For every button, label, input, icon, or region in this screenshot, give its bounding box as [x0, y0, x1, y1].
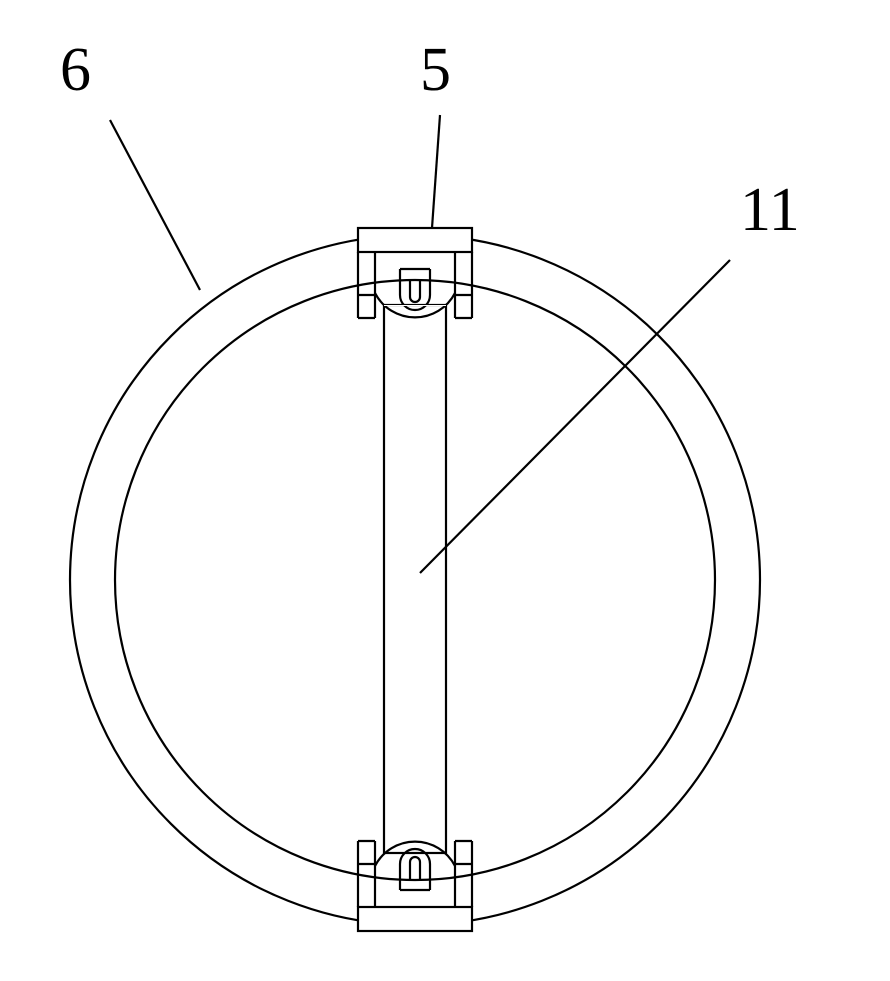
- label-6: 6: [60, 35, 91, 106]
- technical-drawing-svg: [0, 0, 890, 981]
- diagram-container: 6 5 11: [0, 0, 890, 981]
- label-11: 11: [740, 175, 800, 246]
- bottom-bracket-cap: [358, 907, 472, 931]
- top-bar-end-cover: [384, 305, 446, 306]
- leader-line-6: [110, 120, 200, 290]
- top-bracket-cap: [358, 228, 472, 252]
- leader-line-5: [432, 115, 440, 228]
- label-5: 5: [420, 35, 451, 106]
- vertical-bar: [384, 305, 446, 853]
- bottom-bracket-pin: [410, 857, 420, 879]
- leader-line-11: [420, 260, 730, 573]
- top-bracket-inner-u: [400, 269, 430, 310]
- bottom-bracket-inner-u: [400, 849, 430, 890]
- top-bracket-pin: [410, 280, 420, 302]
